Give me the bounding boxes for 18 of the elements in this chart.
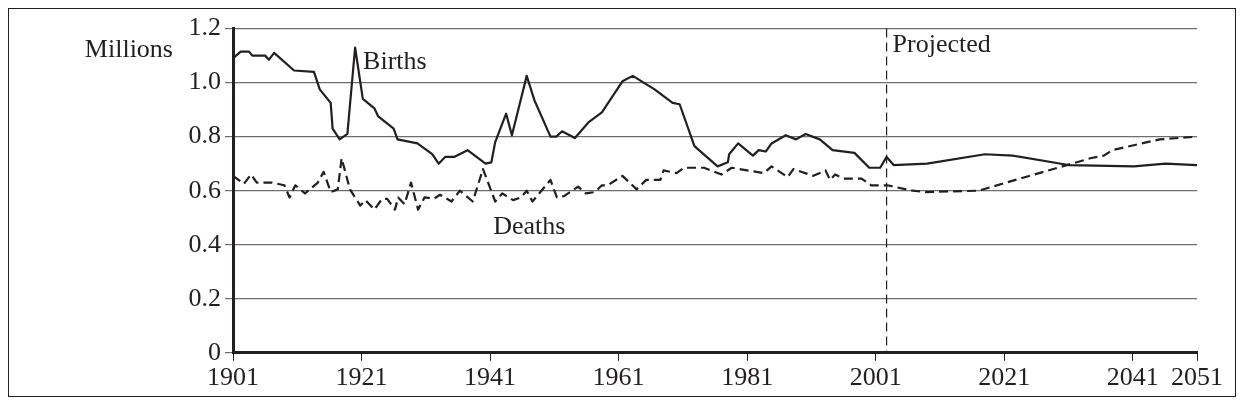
x-tick-label: 2001 bbox=[849, 362, 902, 392]
x-tick-label: 1981 bbox=[721, 362, 774, 392]
y-tick-label: 1.2 bbox=[188, 12, 221, 42]
x-tick-label: 2021 bbox=[978, 362, 1031, 392]
y-tick-label: 0.6 bbox=[188, 174, 221, 204]
y-tick-label: 0.4 bbox=[188, 228, 221, 258]
y-tick-label: 0.2 bbox=[188, 282, 221, 312]
ref-line-label: Projected bbox=[892, 29, 991, 59]
y-axis-title: Millions bbox=[84, 34, 173, 64]
x-tick-label: 1921 bbox=[335, 362, 388, 392]
x-tick-label: 2041 bbox=[1106, 362, 1159, 392]
x-tick-label: 1941 bbox=[464, 362, 517, 392]
series-label: Births bbox=[363, 46, 427, 76]
y-tick-label: 0.8 bbox=[188, 120, 221, 150]
y-tick-label: 1.0 bbox=[188, 66, 221, 96]
x-tick-label: 1961 bbox=[592, 362, 645, 392]
series-label: Deaths bbox=[493, 210, 566, 240]
x-tick-label: 2051 bbox=[1171, 362, 1223, 392]
